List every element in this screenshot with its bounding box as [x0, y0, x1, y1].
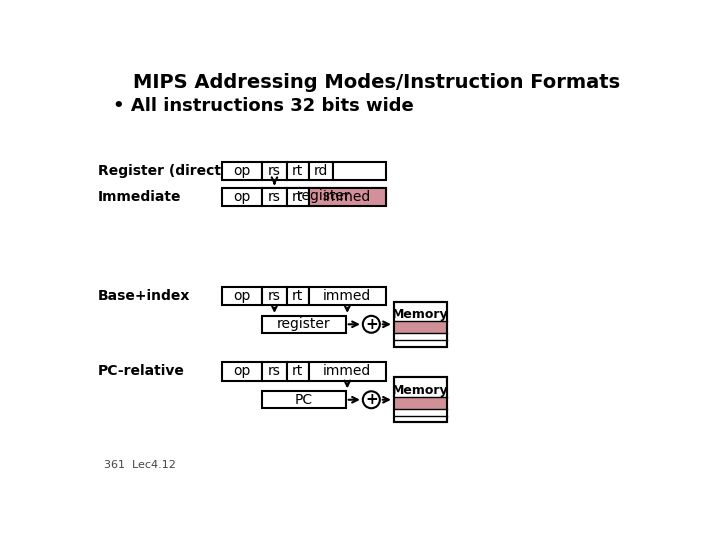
Bar — [394, 302, 446, 347]
Circle shape — [363, 392, 380, 408]
Bar — [394, 321, 446, 333]
Bar — [222, 188, 262, 206]
Text: register: register — [277, 318, 330, 332]
Bar — [262, 287, 287, 305]
Text: op: op — [233, 289, 251, 303]
Text: op: op — [233, 364, 251, 378]
Text: +: + — [365, 392, 378, 407]
Bar — [287, 162, 309, 180]
Text: Memory: Memory — [392, 308, 449, 321]
Text: +: + — [365, 317, 378, 332]
Text: rs: rs — [268, 364, 281, 378]
Bar — [309, 287, 386, 305]
Bar — [262, 316, 346, 333]
Text: rs: rs — [268, 289, 281, 303]
Bar — [309, 362, 386, 381]
Text: op: op — [233, 164, 251, 178]
Text: Base+index: Base+index — [98, 289, 190, 303]
Bar — [394, 302, 446, 347]
Text: PC: PC — [294, 393, 313, 407]
Text: immed: immed — [323, 364, 372, 378]
Text: MIPS Addressing Modes/Instruction Formats: MIPS Addressing Modes/Instruction Format… — [132, 72, 620, 91]
Text: rt: rt — [292, 289, 303, 303]
Bar — [262, 162, 287, 180]
Bar — [309, 188, 386, 206]
Text: op: op — [233, 190, 251, 204]
Bar — [222, 362, 262, 381]
Text: Memory: Memory — [392, 383, 449, 396]
Text: rd: rd — [314, 164, 328, 178]
Circle shape — [363, 316, 380, 333]
Text: PC-relative: PC-relative — [98, 364, 184, 378]
Text: rs: rs — [268, 190, 281, 204]
Bar — [394, 334, 446, 340]
Bar — [394, 409, 446, 416]
Text: • All instructions 32 bits wide: • All instructions 32 bits wide — [113, 97, 414, 115]
Bar — [287, 287, 309, 305]
Text: rt: rt — [292, 364, 303, 378]
Bar — [262, 362, 287, 381]
Bar — [287, 362, 309, 381]
Text: register: register — [297, 190, 351, 204]
Text: rt: rt — [292, 164, 303, 178]
Text: Register (direct): Register (direct) — [98, 164, 227, 178]
Text: Immediate: Immediate — [98, 190, 181, 204]
Text: 361  Lec4.12: 361 Lec4.12 — [104, 460, 176, 470]
Bar — [309, 162, 333, 180]
Text: rt: rt — [292, 190, 303, 204]
Text: rs: rs — [268, 164, 281, 178]
Bar — [262, 188, 287, 206]
Bar — [287, 188, 309, 206]
Bar — [262, 392, 346, 408]
Bar — [394, 396, 446, 409]
Bar — [262, 188, 386, 205]
Text: immed: immed — [323, 190, 372, 204]
Bar — [333, 162, 386, 180]
Text: immed: immed — [323, 289, 372, 303]
Bar — [394, 377, 446, 422]
Bar — [222, 287, 262, 305]
Bar — [222, 162, 262, 180]
Bar — [394, 377, 446, 422]
